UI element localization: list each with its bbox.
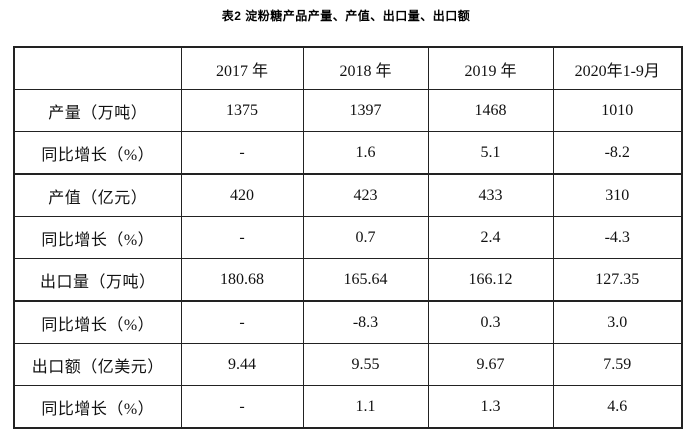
col-header-empty [13, 46, 182, 90]
cell-value: 2.4 [427, 216, 554, 259]
table-row-export-volume: 出口量（万吨） 180.68 165.64 166.12 127.35 [13, 258, 683, 302]
cell-value: 433 [427, 173, 554, 217]
header-row: 2017 年 2018 年 2019 年 2020年1-9月 [13, 46, 683, 90]
row-label: 同比增长（%） [13, 216, 182, 259]
cell-value: 1375 [180, 89, 304, 132]
cell-value: 9.67 [427, 343, 554, 386]
cell-value: 4.6 [552, 385, 683, 429]
row-label: 同比增长（%） [13, 131, 182, 175]
row-label: 同比增长（%） [13, 300, 182, 344]
cell-value: -8.3 [302, 300, 429, 344]
cell-value: 423 [302, 173, 429, 217]
table-row-value-yoy: 同比增长（%） - 0.7 2.4 -4.3 [13, 216, 683, 259]
cell-value: 1.1 [302, 385, 429, 429]
cell-value: 1.3 [427, 385, 554, 429]
cell-value: 7.59 [552, 343, 683, 386]
row-label: 同比增长（%） [13, 385, 182, 429]
cell-value: 1010 [552, 89, 683, 132]
cell-value: 0.3 [427, 300, 554, 344]
row-label: 出口额（亿美元） [13, 343, 182, 386]
table-row-output-yoy: 同比增长（%） - 1.6 5.1 -8.2 [13, 131, 683, 175]
table-row-export-volume-yoy: 同比增长（%） - -8.3 0.3 3.0 [13, 300, 683, 344]
col-header-2017: 2017 年 [180, 46, 304, 90]
cell-value: 165.64 [302, 258, 429, 302]
row-label: 出口量（万吨） [13, 258, 182, 302]
cell-value: 420 [180, 173, 304, 217]
table-row-value: 产值（亿元） 420 423 433 310 [13, 173, 683, 217]
cell-value: - [180, 385, 304, 429]
row-label: 产值（亿元） [13, 173, 182, 217]
cell-value: 127.35 [552, 258, 683, 302]
cell-value: 310 [552, 173, 683, 217]
cell-value: - [180, 216, 304, 259]
col-header-2019: 2019 年 [427, 46, 554, 90]
starch-sugar-stats-table: 2017 年 2018 年 2019 年 2020年1-9月 产量（万吨） 13… [13, 46, 683, 429]
cell-value: 5.1 [427, 131, 554, 175]
cell-value: 1468 [427, 89, 554, 132]
cell-value: 1397 [302, 89, 429, 132]
cell-value: 9.55 [302, 343, 429, 386]
page-title: 表2 淀粉糖产品产量、产值、出口量、出口额 [221, 9, 471, 23]
cell-value: 1.6 [302, 131, 429, 175]
row-label: 产量（万吨） [13, 89, 182, 132]
cell-value: 9.44 [180, 343, 304, 386]
cell-value: -4.3 [552, 216, 683, 259]
cell-value: 180.68 [180, 258, 304, 302]
cell-value: -8.2 [552, 131, 683, 175]
cell-value: - [180, 300, 304, 344]
col-header-2020: 2020年1-9月 [552, 46, 683, 90]
cell-value: - [180, 131, 304, 175]
table-row-export-value: 出口额（亿美元） 9.44 9.55 9.67 7.59 [13, 343, 683, 386]
table-row-export-value-yoy: 同比增长（%） - 1.1 1.3 4.6 [13, 385, 683, 429]
cell-value: 3.0 [552, 300, 683, 344]
cell-value: 0.7 [302, 216, 429, 259]
col-header-2018: 2018 年 [302, 46, 429, 90]
table-row-output: 产量（万吨） 1375 1397 1468 1010 [13, 89, 683, 132]
cell-value: 166.12 [427, 258, 554, 302]
